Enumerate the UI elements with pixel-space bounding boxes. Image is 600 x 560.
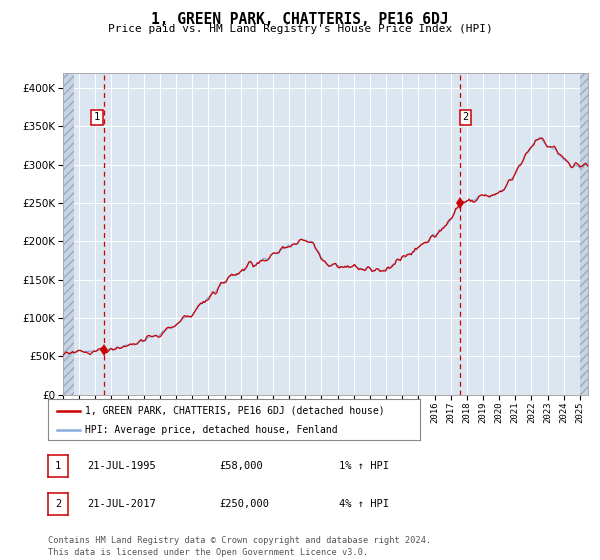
- Text: 4% ↑ HPI: 4% ↑ HPI: [339, 499, 389, 509]
- Text: 1% ↑ HPI: 1% ↑ HPI: [339, 461, 389, 471]
- Text: 2: 2: [462, 112, 469, 122]
- Text: 1: 1: [94, 112, 100, 122]
- Text: 1, GREEN PARK, CHATTERIS, PE16 6DJ: 1, GREEN PARK, CHATTERIS, PE16 6DJ: [151, 12, 449, 27]
- Text: Price paid vs. HM Land Registry's House Price Index (HPI): Price paid vs. HM Land Registry's House …: [107, 24, 493, 34]
- Text: £58,000: £58,000: [219, 461, 263, 471]
- Text: 1, GREEN PARK, CHATTERIS, PE16 6DJ (detached house): 1, GREEN PARK, CHATTERIS, PE16 6DJ (deta…: [85, 405, 385, 416]
- Text: 21-JUL-2017: 21-JUL-2017: [87, 499, 156, 509]
- Text: Contains HM Land Registry data © Crown copyright and database right 2024.
This d: Contains HM Land Registry data © Crown c…: [48, 536, 431, 557]
- Text: £250,000: £250,000: [219, 499, 269, 509]
- Text: 2: 2: [55, 499, 61, 509]
- Text: 1: 1: [55, 461, 61, 471]
- Text: HPI: Average price, detached house, Fenland: HPI: Average price, detached house, Fenl…: [85, 424, 338, 435]
- Text: 21-JUL-1995: 21-JUL-1995: [87, 461, 156, 471]
